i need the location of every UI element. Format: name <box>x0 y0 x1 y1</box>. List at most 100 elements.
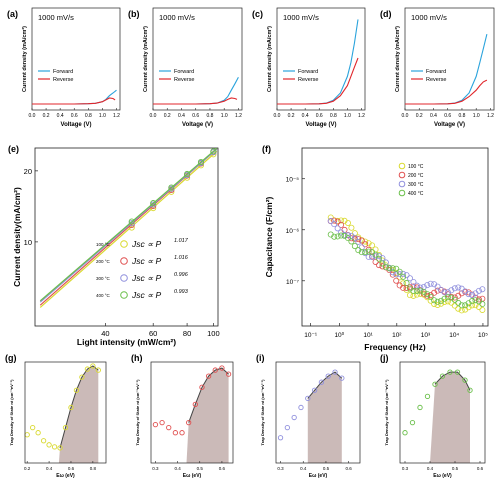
data-point <box>168 184 175 191</box>
legend-marker <box>120 274 128 282</box>
panel-label: (c) <box>252 9 263 19</box>
data-point <box>284 424 291 431</box>
x-tick-label: 1.2 <box>235 113 242 119</box>
data-point <box>318 379 325 385</box>
data-point <box>348 235 355 242</box>
reverse-curve <box>277 57 359 105</box>
data-point <box>475 303 482 310</box>
fit-curve <box>307 371 343 399</box>
data-point <box>451 296 458 303</box>
data-point <box>348 224 355 231</box>
data-point <box>51 444 58 450</box>
data-point <box>166 424 172 431</box>
data-point <box>448 287 455 294</box>
data-point <box>84 366 91 372</box>
x-tick-label: 0.6 <box>316 113 323 119</box>
data-point <box>334 225 341 232</box>
y-tick-label: 10 <box>24 238 32 247</box>
jv-scan-rate: 1000 mV/s <box>411 13 447 22</box>
jv-xlabel: Voltage (V) <box>434 122 465 128</box>
data-point <box>410 287 417 294</box>
x-tick-label: 0.4 <box>174 466 181 471</box>
fit-line <box>39 150 218 308</box>
data-point <box>465 291 472 298</box>
data-point <box>152 421 159 428</box>
legend-marker <box>120 291 128 299</box>
legend-marker <box>398 189 406 197</box>
panel-label: (b) <box>128 9 140 19</box>
x-tick-label: 0.6 <box>444 113 451 119</box>
data-point <box>417 290 424 297</box>
x-tick-label: 0.6 <box>477 466 484 471</box>
x-tick-label: 0.0 <box>402 113 409 119</box>
tdos-xlabel: Eω (eV) <box>56 473 75 478</box>
x-tick-label: 0.4 <box>427 466 434 471</box>
legend-exponent: 1.017 <box>174 238 189 244</box>
x-tick-label: 1.0 <box>221 113 228 119</box>
data-point <box>441 295 448 302</box>
legend-label: Forward <box>174 69 194 75</box>
e-xlabel: Light intensity (mW/cm²) <box>77 337 176 347</box>
x-tick-label: 0.3 <box>152 466 159 471</box>
data-point <box>451 302 458 309</box>
panel-label: (i) <box>256 353 265 363</box>
data-point <box>379 260 386 267</box>
data-point <box>441 289 448 296</box>
x-tick-label: 0.8 <box>90 466 97 471</box>
data-point <box>327 214 334 221</box>
data-point <box>355 247 362 254</box>
fit-line <box>39 148 218 303</box>
x-tick-label: 0.2 <box>288 113 295 119</box>
data-point <box>311 387 318 393</box>
data-point <box>372 258 379 265</box>
x-tick-label: 0.0 <box>29 113 36 119</box>
data-point <box>389 271 396 278</box>
data-point <box>472 297 479 304</box>
legend-label: 100 °C <box>408 164 424 170</box>
tdos-ylabel: Trap Density of State nt (cm⁻³eV⁻¹) <box>135 379 140 446</box>
data-point <box>331 221 338 228</box>
data-point <box>24 432 30 438</box>
x-tick-label: 0.4 <box>178 113 185 119</box>
tdos-xlabel: Eω (eV) <box>183 473 202 478</box>
x-tick-label: 0.0 <box>150 113 157 119</box>
data-point <box>199 384 205 390</box>
x-tick-label: 0.6 <box>192 113 199 119</box>
data-point <box>434 298 441 305</box>
data-point <box>439 373 446 379</box>
legend-marker <box>398 162 406 170</box>
data-point <box>382 259 389 266</box>
data-point <box>186 419 192 426</box>
x-tick-label: 40 <box>101 329 109 338</box>
y-tick-label: 10⁻⁶ <box>286 228 300 235</box>
jv-scan-rate: 1000 mV/s <box>283 13 319 22</box>
data-point <box>455 284 462 291</box>
data-point <box>431 297 438 304</box>
data-point <box>79 374 85 380</box>
data-point <box>331 233 338 240</box>
x-tick-label: 1.0 <box>344 113 351 119</box>
legend-label: Reverse <box>53 77 73 83</box>
data-point <box>479 301 486 308</box>
data-point <box>372 251 379 258</box>
legend-marker <box>398 171 406 179</box>
panel-label: (h) <box>131 353 143 363</box>
x-tick-label: 0.3 <box>402 466 409 471</box>
x-tick-label: 0.3 <box>277 466 284 471</box>
data-point <box>46 442 52 448</box>
x-tick-label: 60 <box>149 329 157 338</box>
legend-label: 300 °C <box>408 182 424 188</box>
data-point <box>150 200 157 207</box>
jv-scan-rate: 1000 mV/s <box>38 13 74 22</box>
data-point <box>57 445 63 451</box>
data-point <box>407 292 414 299</box>
data-point <box>458 302 465 309</box>
x-tick-label: 0.4 <box>57 113 64 119</box>
jv-frame <box>31 7 121 111</box>
data-point <box>407 275 414 282</box>
y-tick-label: 20 <box>24 167 32 176</box>
data-point <box>375 253 382 260</box>
data-point <box>458 290 465 297</box>
jv-ylabel: Current density (mA/cm²) <box>21 26 28 92</box>
x-tick-label: 1.2 <box>358 113 365 119</box>
